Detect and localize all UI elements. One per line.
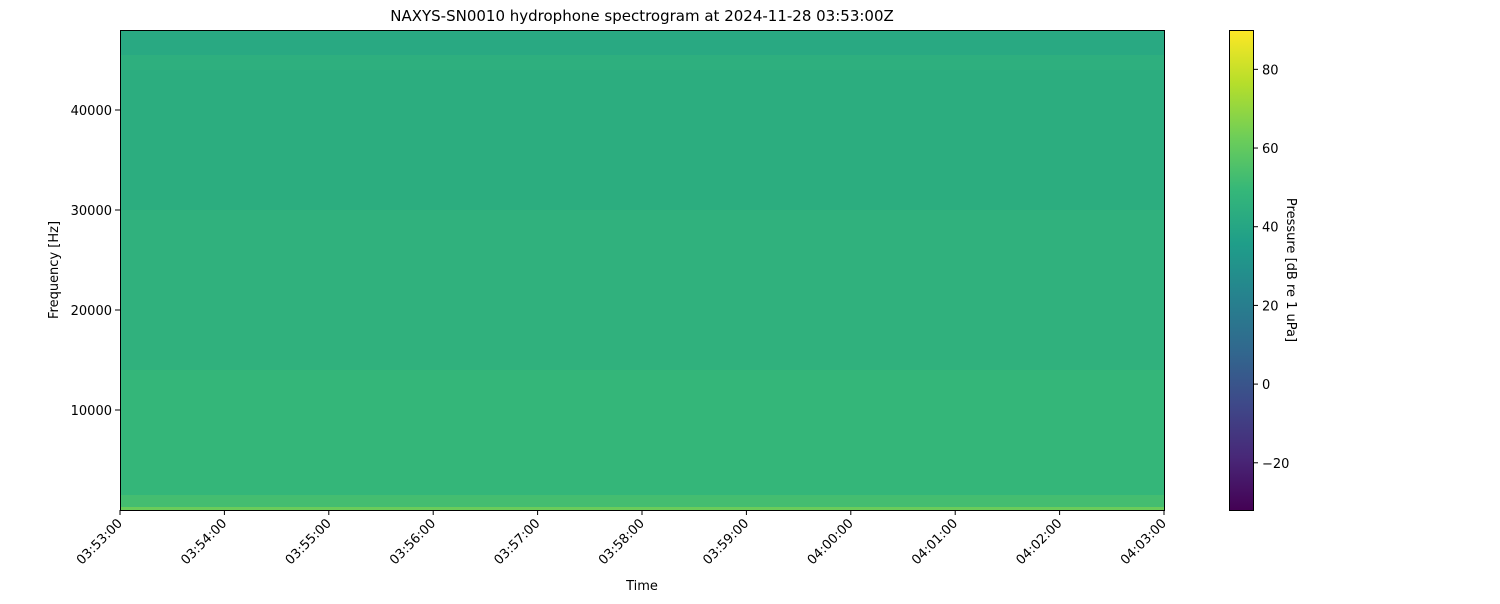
x-tick-label: 04:03:00	[1118, 516, 1170, 568]
x-tick-label: 03:59:00	[700, 516, 752, 568]
chart-title: NAXYS-SN0010 hydrophone spectrogram at 2…	[390, 7, 894, 25]
x-tick-label: 04:01:00	[909, 516, 961, 568]
frequency-band-0	[120, 507, 1164, 510]
x-axis-ticks: 03:53:00 03:54:00 03:55:00 03:56:00 03:57:00…	[74, 510, 1170, 568]
x-tick-label: 03:54:00	[178, 516, 230, 568]
x-tick-label: 03:56:00	[387, 516, 439, 568]
frequency-band-1	[120, 495, 1164, 507]
colorbar-ticks: −20 0 20 40 60 80	[1253, 63, 1289, 472]
y-axis-ticks: 10000 20000 30000 40000	[71, 104, 120, 419]
y-tick-label: 20000	[71, 304, 112, 319]
x-tick-label: 03:57:00	[492, 516, 544, 568]
frequency-band-2	[120, 370, 1164, 495]
colorbar-tick-label: 60	[1262, 142, 1279, 157]
x-tick-label: 04:02:00	[1014, 516, 1066, 568]
colorbar-tick-label: 20	[1262, 299, 1279, 314]
frequency-band-3	[120, 210, 1164, 370]
frequency-band-5	[120, 55, 1164, 70]
frequency-band-4	[120, 70, 1164, 210]
colorbar	[1229, 30, 1254, 511]
colorbar-tick-label: 0	[1262, 378, 1270, 393]
y-tick-label: 40000	[71, 104, 112, 119]
colorbar-tick-label: 80	[1262, 63, 1279, 78]
x-axis-label: Time	[625, 579, 658, 594]
x-tick-label: 04:00:00	[805, 516, 857, 568]
colorbar-label: Pressure [dB re 1 uPa]	[1283, 198, 1298, 342]
y-tick-label: 10000	[71, 404, 112, 419]
spectrogram-image	[120, 30, 1164, 510]
y-tick-label: 30000	[71, 204, 112, 219]
x-tick-label: 03:53:00	[74, 516, 126, 568]
colorbar-tick-label: 40	[1262, 221, 1279, 236]
y-axis-label: Frequency [Hz]	[47, 221, 62, 319]
x-tick-label: 03:55:00	[283, 516, 335, 568]
x-tick-label: 03:58:00	[596, 516, 648, 568]
frequency-band-6	[120, 30, 1164, 55]
colorbar-tick-label: −20	[1262, 457, 1289, 472]
